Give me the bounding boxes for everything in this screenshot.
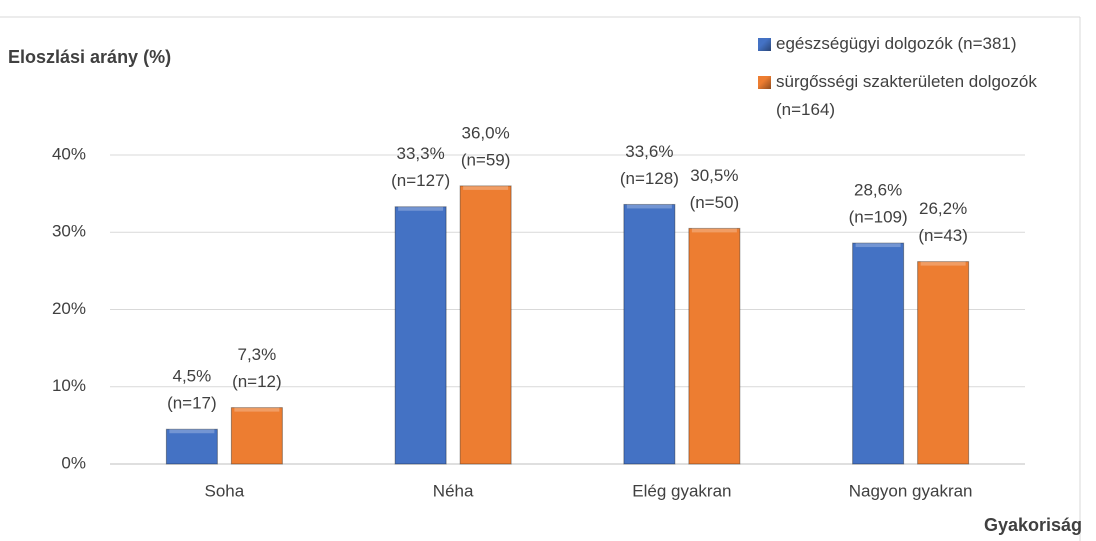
y-tick-label: 20% [52, 299, 86, 318]
y-tick-label: 40% [52, 144, 86, 163]
value-label: 33,3% [397, 144, 445, 163]
bar [852, 243, 904, 464]
value-label: (n=43) [918, 226, 968, 245]
bar [917, 261, 969, 464]
value-label: 7,3% [238, 345, 277, 364]
legend-item: sürgősségi szakterületen dolgozók (n=164… [758, 68, 1073, 124]
value-label: 30,5% [690, 166, 738, 185]
bar-edge [394, 206, 447, 465]
bar-edge [459, 185, 512, 465]
legend-item: egészségügyi dolgozók (n=381) [758, 30, 1073, 58]
value-label: 28,6% [854, 181, 902, 200]
value-label: (n=17) [167, 394, 217, 413]
bar-cap [855, 243, 901, 248]
value-label: (n=59) [461, 150, 511, 169]
value-label: 33,6% [625, 142, 673, 161]
bar [688, 228, 740, 464]
value-label: (n=109) [849, 208, 908, 227]
value-label: (n=127) [391, 171, 450, 190]
y-tick-label: 30% [52, 222, 86, 241]
legend-swatch [758, 38, 771, 51]
bar [166, 429, 218, 464]
bar-edge [230, 407, 283, 465]
bar-edge [165, 428, 218, 465]
bar-cap [169, 429, 215, 434]
value-label: 4,5% [173, 367, 212, 386]
bar [395, 206, 447, 464]
bar [231, 407, 283, 464]
legend-label: sürgősségi szakterületen dolgozók (n=164… [776, 72, 1037, 119]
bar-cap [920, 261, 966, 266]
y-tick-label: 10% [52, 376, 86, 395]
value-label: (n=128) [620, 169, 679, 188]
bar-cap [691, 228, 737, 233]
bar-edge [917, 261, 970, 465]
legend: egészségügyi dolgozók (n=381) sürgősségi … [758, 30, 1073, 134]
value-label: (n=12) [232, 372, 282, 391]
legend-swatch [758, 76, 771, 89]
x-tick-label: Nagyon gyakran [849, 481, 973, 500]
x-axis-label: Gyakoriság [984, 515, 1082, 535]
bar-edge [852, 242, 905, 465]
bar-cap [626, 204, 672, 209]
chart-title: Eloszlási arány (%) [8, 47, 171, 67]
bar-edge [688, 227, 741, 465]
bar-cap [234, 407, 280, 412]
bar-cap [463, 185, 509, 190]
x-tick-label: Néha [433, 481, 474, 500]
x-tick-label: Elég gyakran [632, 481, 731, 500]
value-label: 36,0% [462, 123, 510, 142]
value-label: (n=50) [690, 193, 740, 212]
legend-label: egészségügyi dolgozók (n=381) [776, 34, 1017, 53]
x-tick-label: Soha [205, 481, 245, 500]
bar-cap [398, 206, 444, 211]
bar [460, 185, 512, 464]
y-tick-label: 0% [61, 453, 86, 472]
bar [623, 204, 675, 464]
value-label: 26,2% [919, 199, 967, 218]
bar-edge [623, 203, 676, 465]
